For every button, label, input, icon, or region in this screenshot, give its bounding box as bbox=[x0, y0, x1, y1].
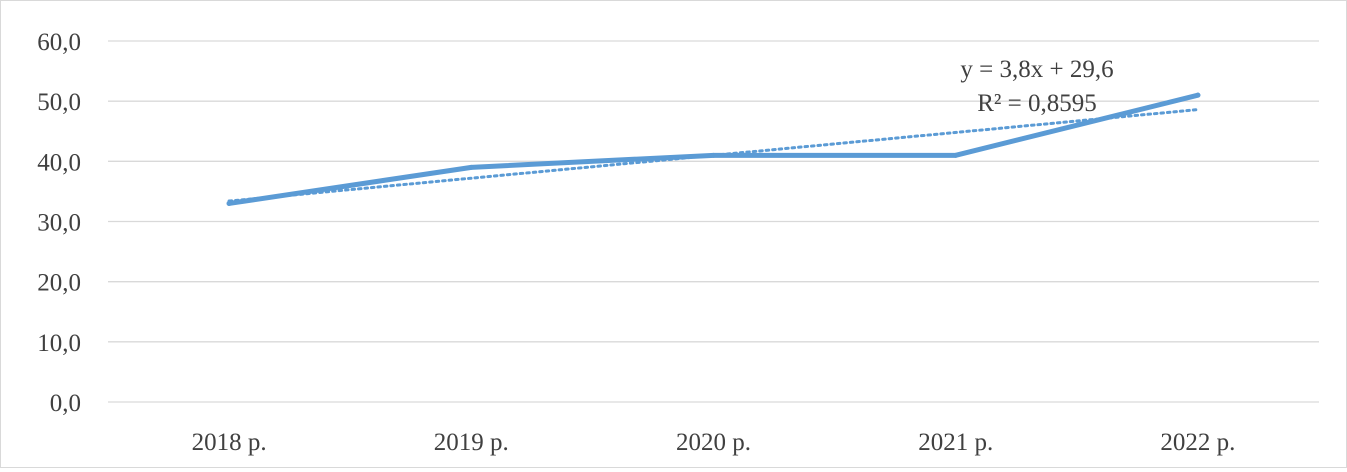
grid-lines bbox=[108, 40, 1319, 403]
y-axis-tick-labels: 0,0 10,0 20,0 30,0 40,0 50,0 60,0 bbox=[37, 29, 81, 417]
y-tick-label: 10,0 bbox=[37, 330, 81, 357]
series-group bbox=[226, 92, 1201, 206]
data-point bbox=[468, 164, 474, 170]
trendline-equation-label: y = 3,8x + 29,6 bbox=[960, 56, 1113, 83]
data-point bbox=[1195, 92, 1201, 98]
x-axis-tick-labels: 2018 р. 2019 р. 2020 р. 2021 р. 2022 р. bbox=[192, 429, 1236, 456]
x-tick-label: 2022 р. bbox=[1160, 429, 1235, 456]
y-tick-label: 40,0 bbox=[37, 149, 81, 176]
data-point bbox=[226, 200, 232, 206]
data-point bbox=[953, 152, 959, 158]
trendline-annotation: y = 3,8x + 29,6 R² = 0,8595 bbox=[960, 56, 1113, 117]
y-tick-label: 50,0 bbox=[37, 89, 81, 116]
x-tick-label: 2018 р. bbox=[192, 429, 267, 456]
data-point bbox=[711, 152, 716, 158]
x-tick-label: 2021 р. bbox=[918, 429, 993, 456]
x-tick-label: 2019 р. bbox=[434, 429, 509, 456]
trendline-r-squared-label: R² = 0,8595 bbox=[977, 90, 1097, 117]
x-tick-label: 2020 р. bbox=[676, 429, 751, 456]
y-tick-label: 60,0 bbox=[37, 29, 81, 56]
y-tick-label: 20,0 bbox=[37, 270, 81, 297]
y-tick-label: 0,0 bbox=[50, 390, 81, 417]
y-tick-label: 30,0 bbox=[37, 210, 81, 237]
